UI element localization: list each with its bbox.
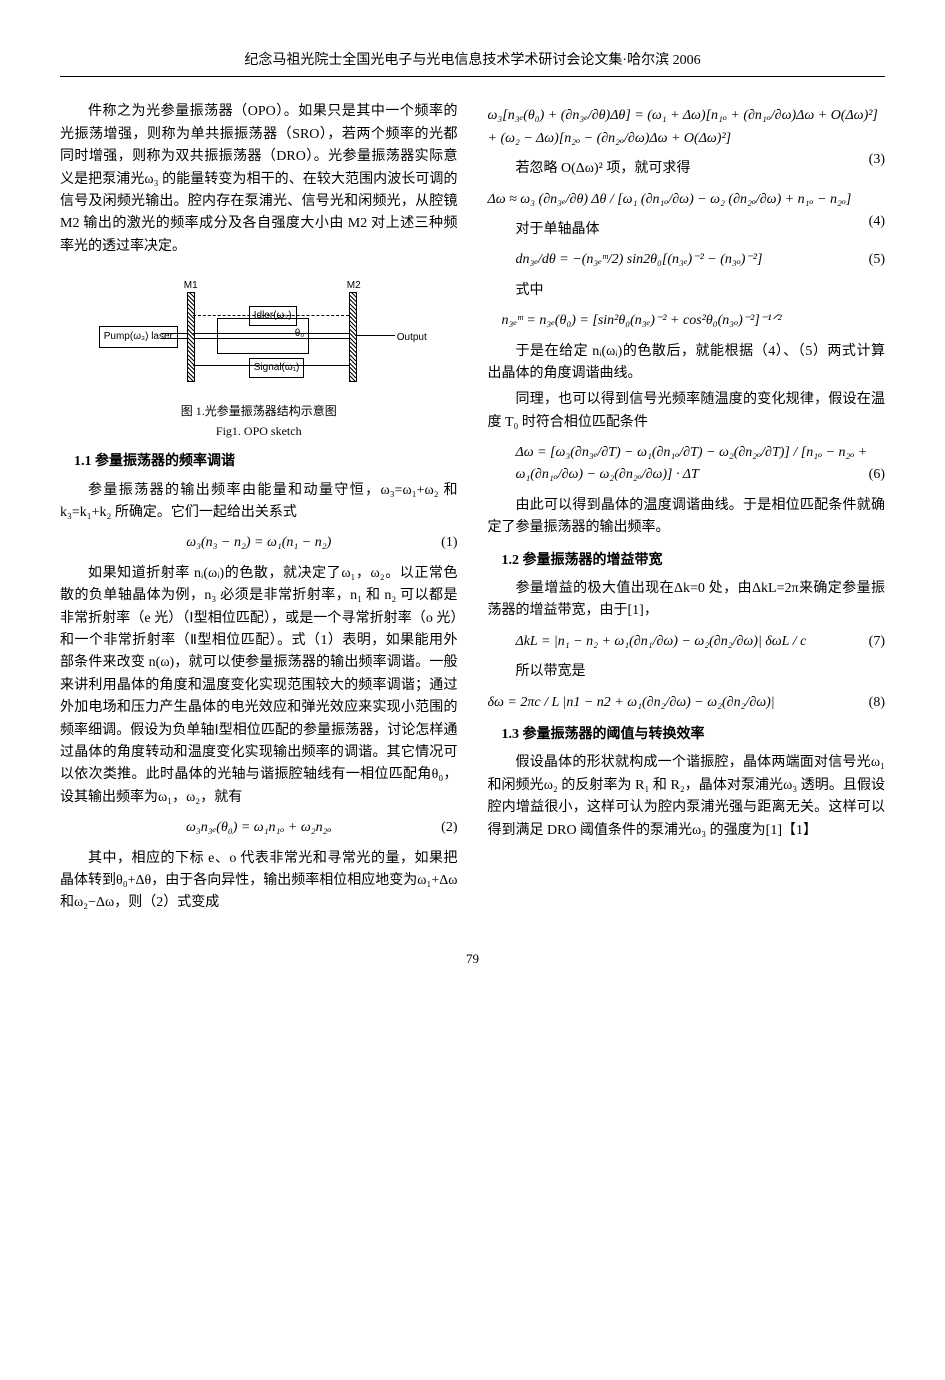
fig1-caption-en: Fig1. OPO sketch bbox=[60, 424, 458, 440]
eq3b-body: + (ω₂ − Δω)[n₂ₒ − (∂n₂ₒ/∂ω)Δω + O(Δω)²] bbox=[488, 131, 732, 146]
equation-8: δω = 2πc / L |n1 − n2 + ω₁(∂n₂/∂ω) − ω₂(… bbox=[488, 692, 886, 714]
equation-5: dn₃ₑ/dθ = −(n₃ₑᵐ/2) sin2θ₀[(n₃ₑ)⁻² − (n₃… bbox=[516, 249, 886, 271]
para-threshold: 假设晶体的形状就构成一个谐振腔，晶体两端面对信号光ω₁ 和闲频光ω₂ 的反射率为… bbox=[488, 752, 886, 842]
para-angle-curve: 于是在给定 nᵢ(ωᵢ)的色散后，就能根据（4）、（5）两式计算出晶体的角度调谐… bbox=[488, 341, 886, 386]
para-where: 式中 bbox=[488, 280, 886, 302]
eq6-num: (6) bbox=[869, 464, 885, 486]
equation-4: Δω ≈ ω₃ (∂n₃ₑ/∂θ) Δθ / [ω₁ (∂n₁ₒ/∂ω) − ω… bbox=[488, 189, 886, 211]
eq4-body: Δω ≈ ω₃ (∂n₃ₑ/∂θ) Δθ / [ω₁ (∂n₁ₒ/∂ω) − ω… bbox=[488, 192, 852, 207]
theta-label: θ₀ bbox=[295, 326, 305, 342]
figure-1: M1 M2 Pump(ω₃) laser Idler(ω₂) θ₀ Signal… bbox=[60, 270, 458, 439]
left-column: 件称之为光参量振荡器（OPO）。如果只是其中一个频率的光振荡增强，则称为单共振振… bbox=[60, 97, 458, 918]
signal-label: Signal(ω₁) bbox=[249, 358, 305, 378]
section-1-1-title: 1.1 参量振荡器的频率调谐 bbox=[60, 451, 458, 473]
intro-paragraph: 件称之为光参量振荡器（OPO）。如果只是其中一个频率的光振荡增强，则称为单共振振… bbox=[60, 101, 458, 258]
equation-2: ω₃n₃ₑ(θ₀) = ω₁n₁ₒ + ω₂n₂ₒ (2) bbox=[60, 817, 458, 839]
para-eo-explain: 其中，相应的下标 e、o 代表非常光和寻常光的量，如果把晶体转到θ₀+Δθ，由于… bbox=[60, 848, 458, 915]
equation-7: ΔkL = |n₁ − n₂ + ω₁(∂n₁/∂ω) − ω₂(∂n₂/∂ω)… bbox=[516, 631, 886, 653]
para-gain-bw: 参量增益的极大值出现在Δk=0 处，由ΔkL=2π来确定参量振荡器的增益带宽，由… bbox=[488, 578, 886, 623]
mirror-m2 bbox=[349, 292, 357, 382]
para-temperature: 同理，也可以得到信号光频率随温度的变化规律，假设在温度 T₀ 时符合相位匹配条件 bbox=[488, 389, 886, 434]
pump-ray bbox=[161, 333, 187, 339]
para-conservation: 参量振荡器的输出频率由能量和动量守恒，ω₃=ω₁+ω₂ 和 k₃=k₁+k₂ 所… bbox=[60, 480, 458, 525]
equation-1: ω₃(n₃ − n₂) = ω₁(n₁ − n₂) (1) bbox=[60, 532, 458, 554]
page-header: 纪念马祖光院士全国光电子与光电信息技术学术研讨会论文集·哈尔滨 2006 bbox=[60, 50, 885, 77]
para-temp-curve: 由此可以得到晶体的温度调谐曲线。于是相位匹配条件就确定了参量振荡器的输出频率。 bbox=[488, 495, 886, 540]
output-label: Output bbox=[397, 330, 427, 346]
equation-3: ω₃[n₃ₑ(θ₀) + (∂n₃ₑ/∂θ)Δθ] = (ω₁ + Δω)[n₁… bbox=[488, 105, 886, 150]
eq2-num: (2) bbox=[441, 817, 457, 839]
para-uniaxial: 对于单轴晶体 bbox=[488, 219, 886, 241]
equation-6: Δω = [ω₃(∂n₃ₑ/∂T) − ω₁(∂n₁ₒ/∂T) − ω₂(∂n₂… bbox=[516, 442, 886, 487]
eq1-num: (1) bbox=[441, 532, 457, 554]
eq3-num: (3) bbox=[869, 149, 885, 171]
fig1-caption-cn: 图 1.光参量振荡器结构示意图 bbox=[60, 404, 458, 420]
para-ignore-term: 若忽略 O(Δω)² 项，就可求得 bbox=[488, 158, 886, 180]
eq5-num: (5) bbox=[869, 249, 885, 271]
eq7-num: (7) bbox=[869, 631, 885, 653]
opo-diagram: M1 M2 Pump(ω₃) laser Idler(ω₂) θ₀ Signal… bbox=[99, 270, 419, 400]
eq2-body: ω₃n₃ₑ(θ₀) = ω₁n₁ₒ + ω₂n₂ₒ bbox=[186, 820, 332, 835]
eq4-num: (4) bbox=[869, 211, 885, 233]
para-bandwidth: 所以带宽是 bbox=[488, 661, 886, 683]
eq5-body: dn₃ₑ/dθ = −(n₃ₑᵐ/2) sin2θ₀[(n₃ₑ)⁻² − (n₃… bbox=[516, 252, 763, 267]
output-ray bbox=[355, 335, 395, 336]
eq6-body: Δω = [ω₃(∂n₃ₑ/∂T) − ω₁(∂n₁ₒ/∂T) − ω₂(∂n₂… bbox=[516, 445, 868, 482]
section-1-2-title: 1.2 参量振荡器的增益带宽 bbox=[488, 550, 886, 572]
eq7-body: ΔkL = |n₁ − n₂ + ω₁(∂n₁/∂ω) − ω₂(∂n₂/∂ω)… bbox=[516, 634, 807, 649]
eq8-num: (8) bbox=[869, 692, 885, 714]
eq8-body: δω = 2πc / L |n1 − n2 + ω₁(∂n₂/∂ω) − ω₂(… bbox=[488, 695, 775, 710]
eq5b-body: n₃ₑᵐ = n₃ₑ(θ₀) = [sin²θ₀(n₃ₑ)⁻² + cos²θ₀… bbox=[502, 313, 782, 328]
section-1-3-title: 1.3 参量振荡器的阈值与转换效率 bbox=[488, 724, 886, 746]
para-dispersion: 如果知道折射率 nᵢ(ωᵢ)的色散，就决定了ω₁，ω₂。以正常色散的负单轴晶体为… bbox=[60, 563, 458, 809]
eq1-body: ω₃(n₃ − n₂) = ω₁(n₁ − n₂) bbox=[186, 535, 331, 550]
idler-label: Idler(ω₂) bbox=[249, 306, 297, 326]
content-columns: 件称之为光参量振荡器（OPO）。如果只是其中一个频率的光振荡增强，则称为单共振振… bbox=[60, 97, 885, 918]
eq3a-body: ω₃[n₃ₑ(θ₀) + (∂n₃ₑ/∂θ)Δθ] = (ω₁ + Δω)[n₁… bbox=[488, 108, 878, 123]
right-column: ω₃[n₃ₑ(θ₀) + (∂n₃ₑ/∂θ)Δθ] = (ω₁ + Δω)[n₁… bbox=[488, 97, 886, 918]
page-number: 79 bbox=[60, 949, 885, 970]
equation-5b: n₃ₑᵐ = n₃ₑ(θ₀) = [sin²θ₀(n₃ₑ)⁻² + cos²θ₀… bbox=[502, 310, 886, 332]
